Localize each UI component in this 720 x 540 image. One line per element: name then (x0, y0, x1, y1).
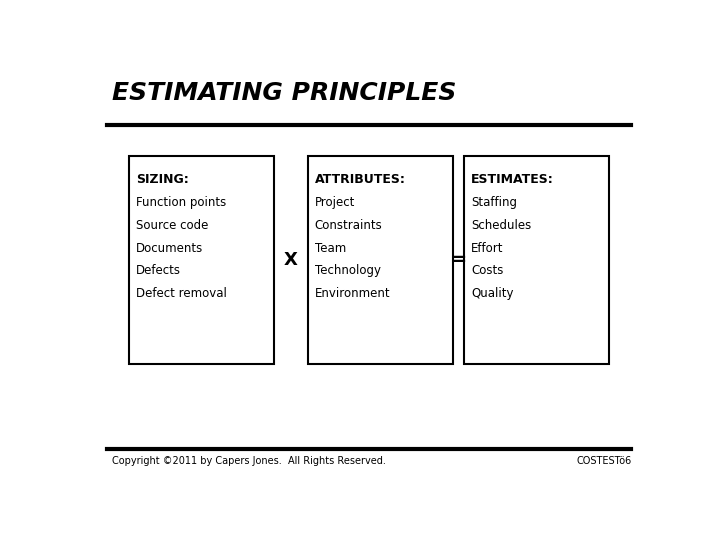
Text: ESTIMATES:: ESTIMATES: (471, 173, 554, 186)
Text: Function points: Function points (136, 196, 227, 209)
Text: Schedules: Schedules (471, 219, 531, 232)
Text: Source code: Source code (136, 219, 209, 232)
Bar (129, 156, 274, 364)
Text: =: = (451, 251, 466, 269)
Text: Documents: Documents (136, 241, 204, 254)
Text: Constraints: Constraints (315, 219, 382, 232)
Bar (307, 156, 453, 364)
Text: Defects: Defects (136, 265, 181, 278)
Text: Costs: Costs (471, 265, 503, 278)
Text: ESTIMATING PRINCIPLES: ESTIMATING PRINCIPLES (112, 82, 456, 105)
Text: Team: Team (315, 241, 346, 254)
Text: Technology: Technology (315, 265, 381, 278)
Text: SIZING:: SIZING: (136, 173, 189, 186)
Text: Effort: Effort (471, 241, 503, 254)
Text: Staffing: Staffing (471, 196, 517, 209)
Bar (464, 156, 609, 364)
Text: Defect removal: Defect removal (136, 287, 228, 300)
Text: Copyright ©2011 by Capers Jones.  All Rights Reserved.: Copyright ©2011 by Capers Jones. All Rig… (112, 456, 386, 465)
Text: Quality: Quality (471, 287, 513, 300)
Text: Project: Project (315, 196, 355, 209)
Text: ATTRIBUTES:: ATTRIBUTES: (315, 173, 406, 186)
Text: X: X (284, 251, 298, 269)
Text: COSTESTö6: COSTESTö6 (576, 456, 631, 465)
Text: Environment: Environment (315, 287, 390, 300)
